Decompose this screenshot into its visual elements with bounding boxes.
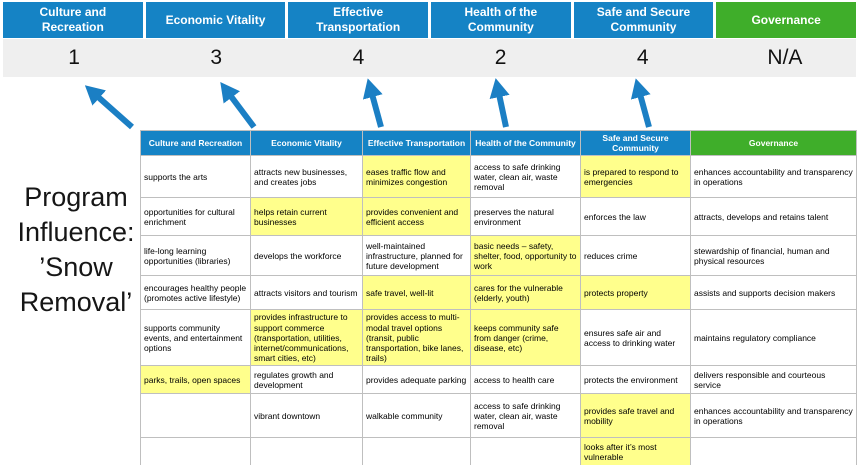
matrix-row: opportunities for cultural enrichment hel… bbox=[140, 197, 857, 237]
matrix-cell-safe-travel-well-lit: safe travel, well-lit bbox=[362, 275, 471, 311]
matrix-cell-empty bbox=[140, 437, 251, 465]
matrix-cell-access-to-health-care: access to health care bbox=[470, 365, 581, 395]
matrix-cell-attracts-develops-and-retains-talent: attracts, develops and retains talent bbox=[690, 197, 857, 237]
matrix-cell-provides-convenient-and-efficient-access: provides convenient and efficient access bbox=[362, 197, 471, 237]
matrix-cell-eases-traffic-flow-and-minimizes-congestion: eases traffic flow and minimizes congest… bbox=[362, 155, 471, 199]
score-band: 1 3 4 2 4 N/A bbox=[3, 39, 856, 77]
matrix-cell-provides-adequate-parking: provides adequate parking bbox=[362, 365, 471, 395]
matrix-cell-is-prepared-to-respond-to-emergencies: is prepared to respond to emergencies bbox=[580, 155, 691, 199]
matrix-cell-delivers-responsible-and-courteous-service: delivers responsible and courteous servi… bbox=[690, 365, 857, 395]
matrix-body: supports the arts attracts new businesses… bbox=[140, 155, 857, 465]
matrix-cell-protects-the-environment: protects the environment bbox=[580, 365, 691, 395]
matrix-header-effective-transportation: Effective Transportation bbox=[362, 129, 471, 157]
pillar-score-safe-and-secure-community: 4 bbox=[636, 46, 649, 69]
matrix-header-row: Culture and Recreation Economic Vitality E… bbox=[140, 129, 857, 157]
matrix-cell-regulates-growth-and-development: regulates growth and development bbox=[250, 365, 363, 395]
pillar-header-economic-vitality: Economic Vitality bbox=[145, 2, 286, 38]
matrix-row: life-long learning opportunities (librar… bbox=[140, 235, 857, 277]
matrix-cell-provides-infrastructure-to-support-commerce-transportation-utilities-internet-communications-smart-cities-etc: provides infrastructure to support comme… bbox=[250, 309, 363, 367]
arrow-culture bbox=[84, 85, 134, 130]
matrix-cell-cares-for-the-vulnerable-elderly-youth: cares for the vulnerable (elderly, youth… bbox=[470, 275, 581, 311]
pillar-header-culture-and-recreation: Culture and Recreation bbox=[3, 2, 143, 38]
program-influence-title: Program Influence: ’Snow Removal’ bbox=[17, 182, 135, 318]
matrix-row: parks, trails, open spaces regulates grow… bbox=[140, 365, 857, 395]
matrix-cell-well-maintained-infrastructure-planned-for-future-development: well-maintained infrastructure, planned … bbox=[362, 235, 471, 277]
pillar-score-economic-vitality: 3 bbox=[210, 46, 223, 69]
matrix-cell-stewardship-of-financial-human-and-physical-resources: stewardship of financial, human and phys… bbox=[690, 235, 857, 277]
matrix-cell-attracts-new-businesses-and-creates-jobs: attracts new businesses, and creates job… bbox=[250, 155, 363, 199]
matrix-cell-looks-after-it-s-most-vulnerable: looks after it’s most vulnerable bbox=[580, 437, 691, 465]
matrix-header-economic-vitality: Economic Vitality bbox=[250, 129, 363, 157]
matrix-cell-empty bbox=[250, 437, 363, 465]
matrix-header-culture-and-recreation: Culture and Recreation bbox=[140, 129, 251, 157]
matrix-header-safe-and-secure-community: Safe and Secure Community bbox=[580, 129, 691, 157]
matrix-cell-empty bbox=[362, 437, 471, 465]
matrix-cell-keeps-community-safe-from-danger-crime-disease-etc: keeps community safe from danger (crime,… bbox=[470, 309, 581, 367]
matrix-cell-preserves-the-natural-environment: preserves the natural environment bbox=[470, 197, 581, 237]
matrix-cell-reduces-crime: reduces crime bbox=[580, 235, 691, 277]
arrow-health bbox=[489, 78, 510, 128]
influence-matrix: Culture and Recreation Economic Vitality E… bbox=[140, 129, 857, 465]
matrix-cell-encourages-healthy-people-promotes-active-lifestyle: encourages healthy people (promotes acti… bbox=[140, 275, 251, 311]
pillar-score-effective-transportation: 4 bbox=[352, 46, 365, 69]
matrix-header-health-of-the-community: Health of the Community bbox=[470, 129, 581, 157]
matrix-cell-opportunities-for-cultural-enrichment: opportunities for cultural enrichment bbox=[140, 197, 251, 237]
matrix-cell-parks-trails-open-spaces: parks, trails, open spaces bbox=[140, 365, 251, 395]
score-header-band: Culture and Recreation Economic Vitality E… bbox=[3, 2, 856, 38]
pillar-score-culture-and-recreation: 1 bbox=[68, 46, 80, 69]
pillar-header-effective-transportation: Effective Transportation bbox=[288, 2, 428, 38]
matrix-cell-protects-property: protects property bbox=[580, 275, 691, 311]
matrix-cell-develops-the-workforce: develops the workforce bbox=[250, 235, 363, 277]
matrix-cell-access-to-safe-drinking-water-clean-air-waste-removal: access to safe drinking water, clean air… bbox=[470, 155, 581, 199]
pillar-header-governance: Governance bbox=[716, 2, 856, 38]
arrow-safe bbox=[630, 78, 652, 128]
matrix-cell-empty bbox=[690, 437, 857, 465]
matrix-row: vibrant downtown walkable community access… bbox=[140, 393, 857, 439]
matrix-cell-maintains-regulatory-compliance: maintains regulatory compliance bbox=[690, 309, 857, 367]
matrix-row: encourages healthy people (promotes acti… bbox=[140, 275, 857, 311]
matrix-cell-assists-and-supports-decision-makers: assists and supports decision makers bbox=[690, 275, 857, 311]
pillar-header-health-of-the-community: Health of the Community bbox=[431, 2, 571, 38]
matrix-cell-helps-retain-current-businesses: helps retain current businesses bbox=[250, 197, 363, 237]
pillar-header-safe-and-secure-community: Safe and Secure Community bbox=[573, 2, 714, 38]
matrix-cell-empty bbox=[470, 437, 581, 465]
matrix-cell-walkable-community: walkable community bbox=[362, 393, 471, 439]
matrix-cell-life-long-learning-opportunities-libraries: life-long learning opportunities (librar… bbox=[140, 235, 251, 277]
matrix-header-governance: Governance bbox=[690, 129, 857, 157]
arrow-transportation bbox=[362, 78, 384, 128]
matrix-cell-enhances-accountability-and-transparency-in-operations: enhances accountability and transparency… bbox=[690, 393, 857, 439]
matrix-cell-provides-access-to-multi-modal-travel-options-transit-public-transportation-bike-lanes-trails: provides access to multi-modal travel op… bbox=[362, 309, 471, 367]
matrix-cell-basic-needs-safety-shelter-food-opportunity-to-work: basic needs – safety, shelter, food, opp… bbox=[470, 235, 581, 277]
matrix-cell-attracts-visitors-and-tourism: attracts visitors and tourism bbox=[250, 275, 363, 311]
matrix-cell-enhances-accountability-and-transparency-in-operations: enhances accountability and transparency… bbox=[690, 155, 857, 199]
matrix-cell-vibrant-downtown: vibrant downtown bbox=[250, 393, 363, 439]
matrix-row: supports community events, and entertain… bbox=[140, 309, 857, 367]
matrix-cell-access-to-safe-drinking-water-clean-air-waste-removal: access to safe drinking water, clean air… bbox=[470, 393, 581, 439]
pillar-score-health-of-the-community: 2 bbox=[494, 46, 507, 69]
arrow-economic bbox=[220, 82, 257, 129]
matrix-cell-enforces-the-law: enforces the law bbox=[580, 197, 691, 237]
matrix-cell-ensures-safe-air-and-access-to-drinking-water: ensures safe air and access to drinking … bbox=[580, 309, 691, 367]
pillar-score-governance: N/A bbox=[767, 46, 803, 69]
matrix-cell-provides-safe-travel-and-mobility: provides safe travel and mobility bbox=[580, 393, 691, 439]
influence-matrix-wrap: Culture and Recreation Economic Vitality E… bbox=[140, 129, 857, 465]
matrix-row: supports the arts attracts new businesses… bbox=[140, 155, 857, 199]
matrix-cell-supports-the-arts: supports the arts bbox=[140, 155, 251, 199]
matrix-row: looks after it’s most vulnerable bbox=[140, 437, 857, 465]
matrix-cell-empty bbox=[140, 393, 251, 439]
matrix-cell-supports-community-events-and-entertainment-options: supports community events, and entertain… bbox=[140, 309, 251, 367]
